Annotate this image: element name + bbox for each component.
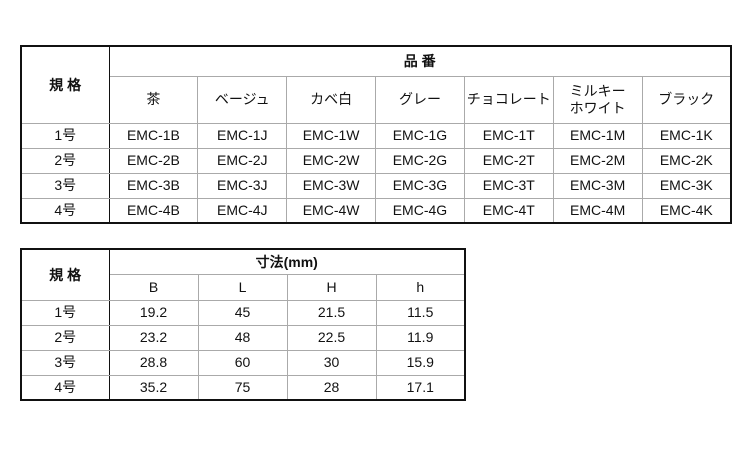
spec-header: 規 格: [20, 248, 110, 301]
value-cell: 15.9: [375, 349, 466, 376]
value-cell: EMC-4M: [552, 197, 643, 224]
value-cell: 19.2: [108, 299, 199, 326]
table-row: 3号 28.8 60 30 15.9: [20, 349, 466, 376]
column-header: カベ白: [286, 75, 377, 124]
column-header: ベージュ: [197, 75, 288, 124]
value-cell: 23.2: [108, 324, 199, 351]
value-cell: 11.9: [375, 324, 466, 351]
value-cell: EMC-2G: [375, 147, 465, 174]
group-header: 寸法(mm): [108, 248, 466, 275]
value-cell: EMC-3T: [463, 172, 554, 199]
value-cell: EMC-4T: [463, 197, 554, 224]
value-cell: EMC-4J: [197, 197, 288, 224]
table-row: 2号 EMC-2B EMC-2J EMC-2W EMC-2G EMC-2T EMC-2M EM…: [20, 147, 732, 174]
product-number-table: 規 格品 番茶ベージュ カベ白 グレー チョコレート ミルキー ホワイト ブラック 1号 EM…: [20, 45, 732, 224]
value-cell: 48: [197, 324, 288, 351]
column-header: 茶: [108, 75, 199, 124]
value-cell: EMC-2M: [552, 147, 643, 174]
spec-cell: 1号: [20, 299, 110, 326]
value-cell: 75: [197, 374, 288, 401]
spec-cell: 4号: [20, 197, 110, 224]
value-cell: 35.2: [108, 374, 199, 401]
value-cell: EMC-2B: [108, 147, 199, 174]
column-header: H: [286, 273, 377, 301]
value-cell: 17.1: [375, 374, 466, 401]
column-header: L: [197, 273, 288, 301]
value-cell: EMC-1J: [197, 122, 288, 149]
value-cell: EMC-3K: [641, 172, 732, 199]
value-cell: EMC-3B: [108, 172, 199, 199]
spec-cell: 3号: [20, 172, 110, 199]
column-header: ブラック: [641, 75, 732, 124]
column-header: ミルキー ホワイト: [552, 75, 643, 124]
group-header: 品 番: [108, 45, 732, 77]
spec-cell: 3号: [20, 349, 110, 376]
value-cell: EMC-1W: [286, 122, 377, 149]
value-cell: EMC-4K: [641, 197, 732, 224]
table-row: 2号 23.2 48 22.5 11.9: [20, 324, 466, 351]
value-cell: EMC-4W: [286, 197, 377, 224]
table-row: 1号 19.2 45 21.5 11.5: [20, 299, 466, 326]
value-cell: EMC-3J: [197, 172, 288, 199]
table-row: 4号 EMC-4B EMC-4J EMC-4W EMC-4G EMC-4T EMC-4M EM…: [20, 197, 732, 224]
value-cell: EMC-4B: [108, 197, 199, 224]
spec-cell: 1号: [20, 122, 110, 149]
value-cell: EMC-4G: [375, 197, 465, 224]
value-cell: 28.8: [108, 349, 199, 376]
value-cell: EMC-1B: [108, 122, 199, 149]
value-cell: EMC-3W: [286, 172, 377, 199]
column-header: チョコレート: [463, 75, 554, 124]
value-cell: EMC-2J: [197, 147, 288, 174]
value-cell: 45: [197, 299, 288, 326]
value-cell: EMC-1T: [463, 122, 554, 149]
value-cell: 28: [286, 374, 377, 401]
value-cell: 21.5: [286, 299, 377, 326]
value-cell: EMC-3G: [375, 172, 465, 199]
value-cell: EMC-3M: [552, 172, 643, 199]
table-row: 3号 EMC-3B EMC-3J EMC-3W EMC-3G EMC-3T EMC-3M EM…: [20, 172, 732, 199]
spec-cell: 4号: [20, 374, 110, 401]
value-cell: EMC-1K: [641, 122, 732, 149]
column-header: B: [108, 273, 199, 301]
value-cell: 30: [286, 349, 377, 376]
spec-header: 規 格: [20, 45, 110, 124]
value-cell: 60: [197, 349, 288, 376]
column-header: グレー: [375, 75, 465, 124]
value-cell: EMC-2K: [641, 147, 732, 174]
value-cell: 22.5: [286, 324, 377, 351]
value-cell: EMC-2W: [286, 147, 377, 174]
table-row: 1号 EMC-1B EMC-1J EMC-1W EMC-1G EMC-1T EMC-1M EM…: [20, 122, 732, 149]
table-row: 4号 35.2 75 28 17.1: [20, 374, 466, 401]
value-cell: EMC-2T: [463, 147, 554, 174]
value-cell: 11.5: [375, 299, 466, 326]
column-header: h: [375, 273, 466, 301]
spec-cell: 2号: [20, 324, 110, 351]
spec-cell: 2号: [20, 147, 110, 174]
value-cell: EMC-1M: [552, 122, 643, 149]
value-cell: EMC-1G: [375, 122, 465, 149]
